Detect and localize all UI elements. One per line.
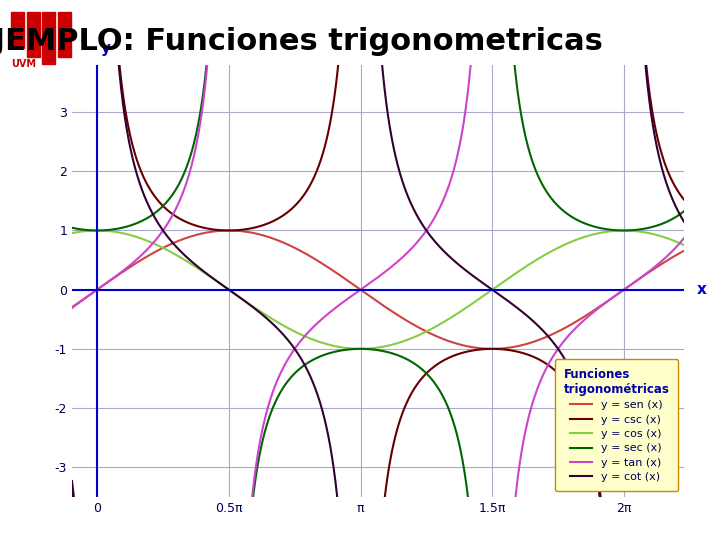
Bar [42,12,55,64]
Text: y: y [101,41,111,56]
Text: EJEMPLO: Funciones trigonometricas: EJEMPLO: Funciones trigonometricas [0,27,603,56]
Bar [58,12,71,57]
Bar [11,12,24,48]
Bar [27,12,40,57]
Text: UVM: UVM [11,59,36,69]
Legend: y = sen (x), y = csc (x), y = cos (x), y = sec (x), y = tan (x), y = cot (x): y = sen (x), y = csc (x), y = cos (x), y… [555,359,678,491]
Text: x: x [696,282,706,297]
